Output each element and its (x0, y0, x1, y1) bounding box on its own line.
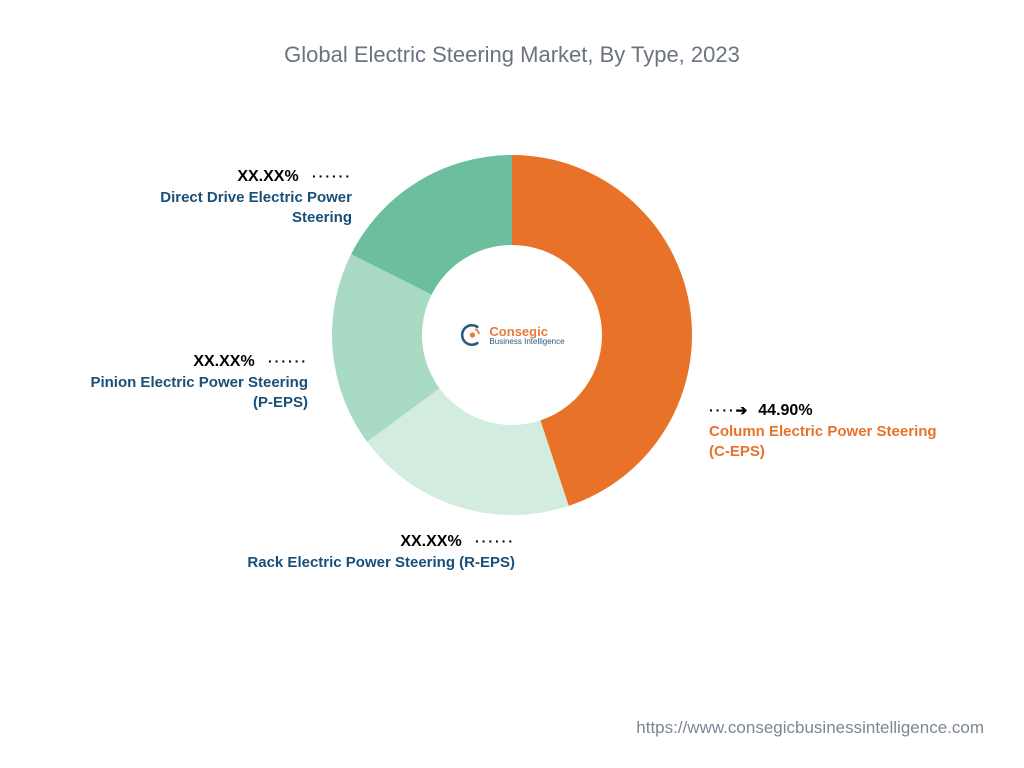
center-logo: Consegic Business Intelligence (459, 322, 564, 348)
percent-direct-drive: XX.XX% (237, 168, 298, 185)
percent-rack: XX.XX% (400, 533, 461, 550)
label-rack: XX.XX% ······ Rack Electric Power Steeri… (195, 531, 515, 573)
leader-dots: ······ (475, 533, 515, 549)
donut-chart: Consegic Business Intelligence (332, 155, 692, 515)
name-direct-drive: Direct Drive Electric Power Steering (132, 188, 352, 229)
label-column: ····➔ 44.90% Column Electric Power Steer… (709, 400, 939, 462)
label-direct-drive: XX.XX% ······ Direct Drive Electric Powe… (132, 166, 352, 228)
name-column: Column Electric Power Steering (C-EPS) (709, 422, 939, 463)
name-rack: Rack Electric Power Steering (R-EPS) (195, 553, 515, 573)
leader-arrow: ····➔ (709, 402, 749, 418)
chart-title: Global Electric Steering Market, By Type… (0, 42, 1024, 68)
leader-dots: ······ (268, 353, 308, 369)
logo-text-line1: Consegic (489, 325, 564, 338)
logo-icon (459, 322, 485, 348)
footer-url: https://www.consegicbusinessintelligence… (636, 718, 984, 738)
percent-column: 44.90% (758, 402, 812, 419)
leader-dots: ······ (312, 168, 352, 184)
name-pinion: Pinion Electric Power Steering (P-EPS) (88, 373, 308, 414)
label-pinion: XX.XX% ······ Pinion Electric Power Stee… (88, 351, 308, 413)
percent-pinion: XX.XX% (193, 353, 254, 370)
logo-text-line2: Business Intelligence (489, 338, 564, 346)
